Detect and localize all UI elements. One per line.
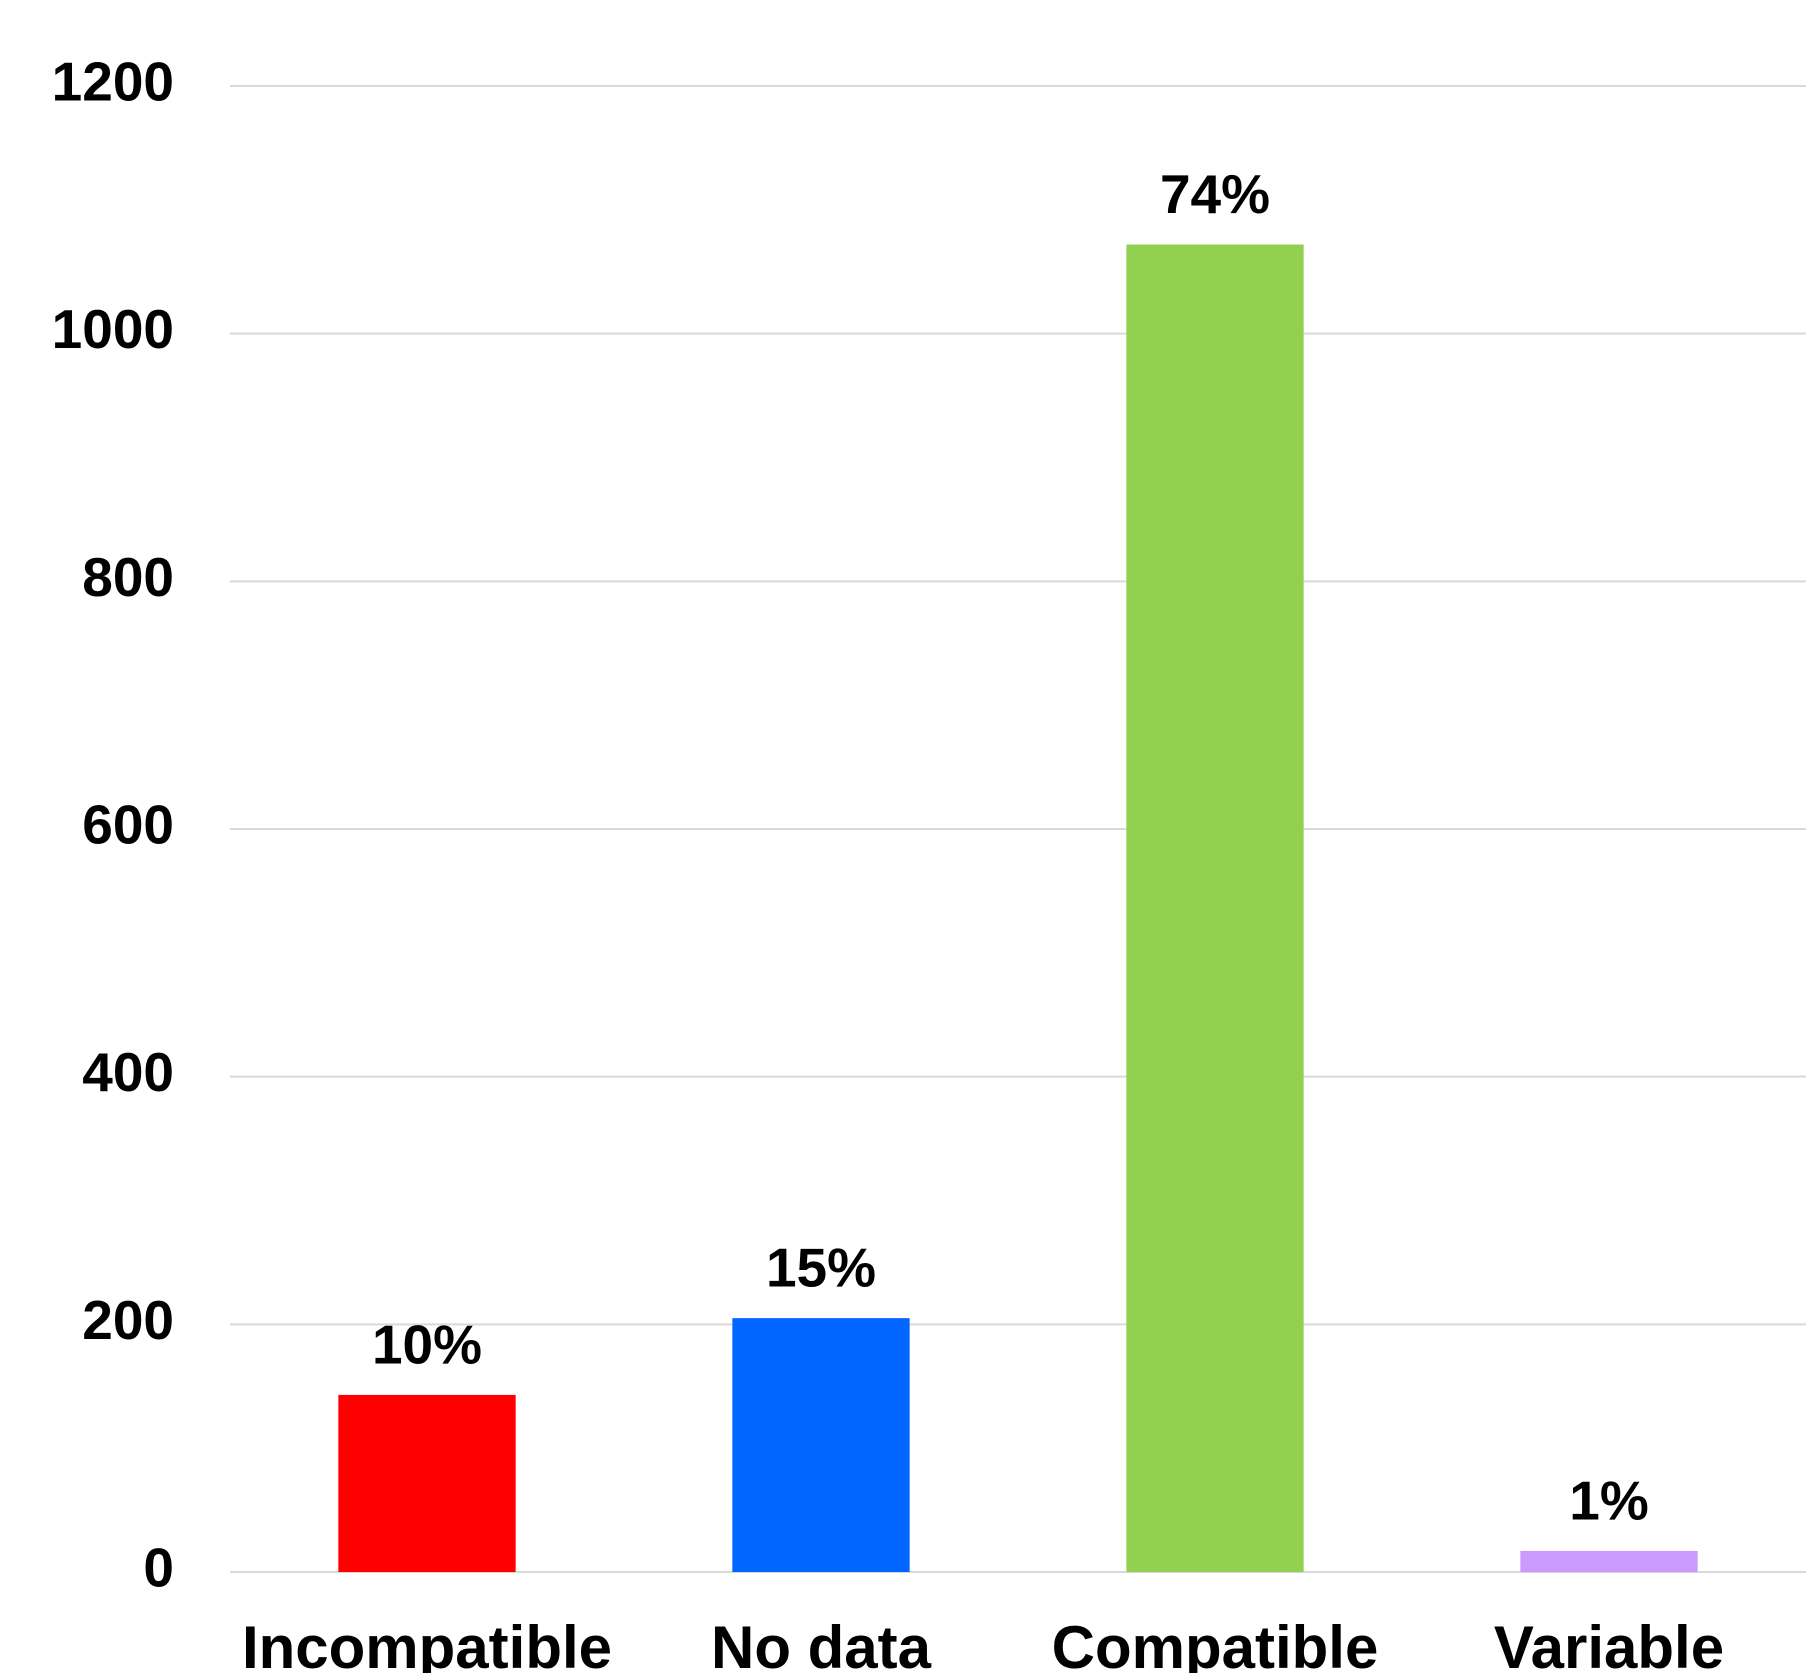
bar	[338, 1394, 516, 1572]
x-tick-label: Incompatible	[242, 1614, 612, 1673]
x-tick-label: Variable	[1494, 1614, 1724, 1673]
bar	[732, 1318, 910, 1572]
y-tick-label: 1000	[52, 298, 174, 360]
y-tick-label: 600	[82, 794, 174, 856]
y-tick-label: 1200	[52, 51, 174, 113]
value-label: 74%	[1160, 163, 1270, 225]
bar	[1126, 244, 1304, 1572]
value-label: 15%	[766, 1237, 876, 1299]
value-label: 1%	[1569, 1469, 1649, 1531]
bar	[1520, 1550, 1698, 1572]
x-tick-label: No data	[711, 1614, 932, 1673]
y-tick-label: 200	[82, 1289, 174, 1351]
x-tick-label: Compatible	[1052, 1614, 1379, 1673]
value-label: 10%	[372, 1313, 482, 1375]
y-tick-label: 0	[143, 1537, 174, 1599]
y-tick-label: 800	[82, 546, 174, 608]
y-tick-label: 400	[82, 1041, 174, 1103]
